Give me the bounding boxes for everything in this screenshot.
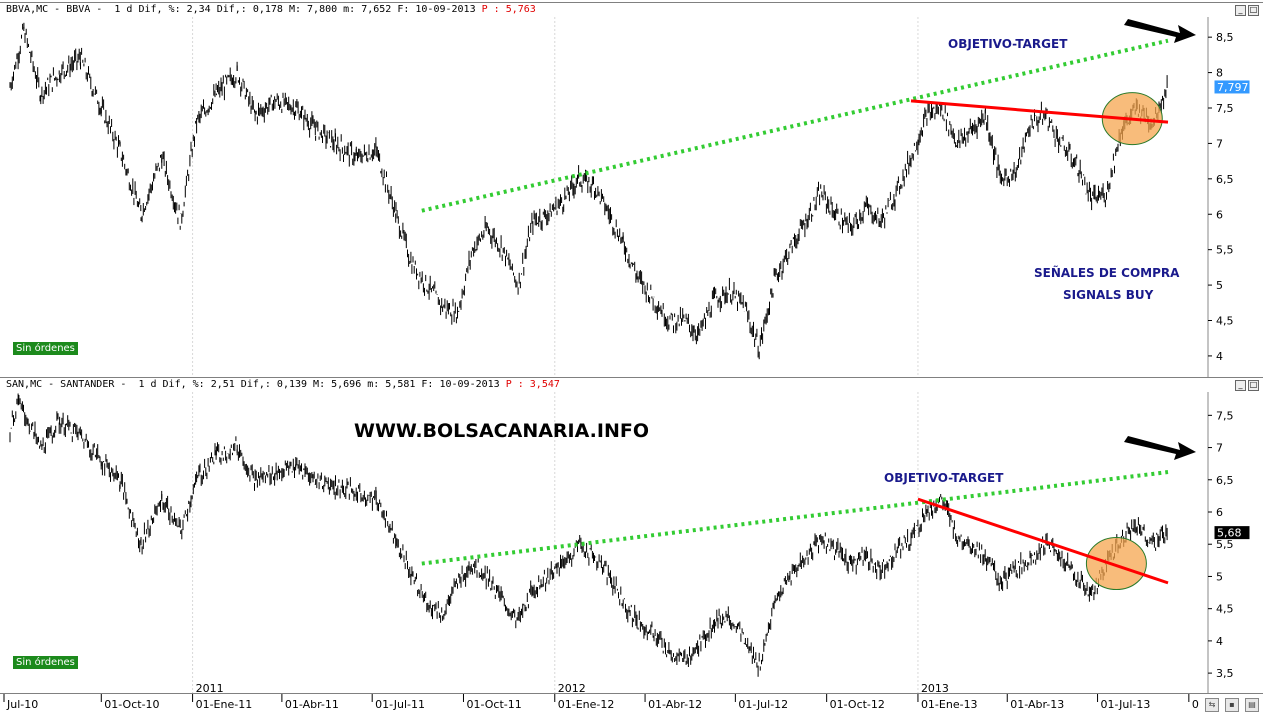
last-value-box xyxy=(1213,525,1251,541)
bbva-orders-badge: Sin órdenes xyxy=(13,342,78,355)
date-axis-svg: Jul-10 01-Oct-10 01-Ene-11 01-Abr-11 01-Jul-… xyxy=(3,682,1199,711)
x-tick-label: 01-Ene-12 xyxy=(558,698,615,711)
last-value-box xyxy=(1213,79,1251,95)
save-icon[interactable]: ▪ xyxy=(1225,698,1239,712)
bbva-chart[interactable]: 8,5 8 7,5 7 6,5 6 5,5 5 4,5 4 7,797 OBJETIVO-TARGET… xyxy=(0,3,1263,377)
y-tick-label: 7 xyxy=(1216,442,1223,455)
x-tick-label: 01-Oct-11 xyxy=(466,698,521,711)
scroll-icon[interactable]: ⇆ xyxy=(1205,698,1219,712)
trend-arrow-icon xyxy=(1124,436,1196,460)
year-label: 2013 xyxy=(921,682,949,695)
san-window-buttons: _ □ xyxy=(1235,380,1259,391)
san-pane[interactable]: SAN,MC - SANTANDER - 1 d Dif, %: 2,51 Di… xyxy=(0,377,1263,718)
year-label: 2012 xyxy=(558,682,586,695)
last-value-label: 5,68 xyxy=(1217,527,1242,540)
x-tick-label: 01-Jul-13 xyxy=(1101,698,1151,711)
target-trendline xyxy=(421,470,1169,566)
y-tick-label: 8,5 xyxy=(1216,31,1234,44)
y-tick-label: 7,5 xyxy=(1216,409,1234,422)
target-trendline xyxy=(421,38,1169,213)
x-tick-label: 01-Abr-12 xyxy=(648,698,702,711)
bbva-price-label: P : 5,763 xyxy=(481,4,536,15)
y-tick-label: 5 xyxy=(1216,279,1223,292)
bbva-header-text: BBVA,MC - BBVA - 1 d Dif, %: 2,34 Dif,: … xyxy=(6,4,482,15)
y-tick-label: 5 xyxy=(1216,570,1223,583)
x-tick-label: 01-Jul-11 xyxy=(375,698,425,711)
y-tick-label: 4 xyxy=(1216,635,1223,648)
y-tick-label: 6,5 xyxy=(1216,173,1234,186)
x-tick-label: 01-Ene-13 xyxy=(921,698,978,711)
print-icon[interactable]: ▤ xyxy=(1245,698,1259,712)
last-value-label: 7,797 xyxy=(1217,81,1249,94)
san-orders-badge: Sin órdenes xyxy=(13,656,78,669)
year-label: 2011 xyxy=(196,682,224,695)
x-tick-label: 01-Abr-13 xyxy=(1010,698,1064,711)
x-tick-label: 01-Oct-10 xyxy=(104,698,159,711)
maximize-icon[interactable]: □ xyxy=(1248,380,1259,391)
target-annotation: OBJETIVO-TARGET xyxy=(884,471,1004,485)
y-tick-label: 7,5 xyxy=(1216,102,1234,115)
y-tick-label: 4 xyxy=(1216,350,1223,363)
san-header: SAN,MC - SANTANDER - 1 d Dif, %: 2,51 Di… xyxy=(6,379,560,391)
x-tick-label: Jul-10 xyxy=(6,698,38,711)
y-tick-label: 4,5 xyxy=(1216,315,1234,328)
san-header-text: SAN,MC - SANTANDER - 1 d Dif, %: 2,51 Di… xyxy=(6,379,506,390)
chart-toolbar: ⇆ ▪ ▤ xyxy=(1205,698,1259,712)
resistance-trendline xyxy=(917,497,1169,585)
y-tick-label: 6 xyxy=(1216,208,1223,221)
san-price-label: P : 3,547 xyxy=(505,379,560,390)
website-watermark: WWW.BOLSACANARIA.INFO xyxy=(354,420,649,442)
maximize-icon[interactable]: □ xyxy=(1248,5,1259,16)
buy-signal-highlight xyxy=(1085,537,1147,591)
y-tick-label: 6,5 xyxy=(1216,474,1234,487)
buy-signals-annotation: SEÑALES DE COMPRA xyxy=(1034,265,1180,280)
san-chart[interactable]: 7,5 7 6,5 6 5,5 5 4,5 4 3,5 5,68 WWW.BOLSACANARIA.… xyxy=(0,378,1263,718)
trend-arrow-icon xyxy=(1124,19,1196,43)
y-tick-label: 5,5 xyxy=(1216,244,1234,257)
price-series xyxy=(9,393,1168,677)
resistance-trendline xyxy=(910,99,1169,124)
x-tick-label: 01-Ene-11 xyxy=(196,698,253,711)
buy-signals-annotation-en: SIGNALS BUY xyxy=(1063,288,1154,302)
target-annotation: OBJETIVO-TARGET xyxy=(948,37,1068,51)
x-tick-label: 01-Jul-12 xyxy=(738,698,788,711)
price-series xyxy=(9,22,1168,360)
y-tick-label: 3,5 xyxy=(1216,667,1234,680)
x-tick-label: 01-Abr-11 xyxy=(285,698,339,711)
date-axis: Jul-10 01-Oct-10 01-Ene-11 01-Abr-11 01-Jul-… xyxy=(0,682,1263,718)
bbva-pane[interactable]: BBVA,MC - BBVA - 1 d Dif, %: 2,34 Dif,: … xyxy=(0,2,1263,377)
y-tick-label: 4,5 xyxy=(1216,603,1234,616)
minimize-icon[interactable]: _ xyxy=(1235,380,1246,391)
y-tick-label: 6 xyxy=(1216,506,1223,519)
y-tick-label: 5,5 xyxy=(1216,538,1234,551)
x-tick-label: 01-Oct-12 xyxy=(830,698,885,711)
x-tick-label: 0 xyxy=(1192,698,1199,711)
bbva-header: BBVA,MC - BBVA - 1 d Dif, %: 2,34 Dif,: … xyxy=(6,4,536,16)
minimize-icon[interactable]: _ xyxy=(1235,5,1246,16)
y-tick-label: 8 xyxy=(1216,67,1223,80)
bbva-window-buttons: _ □ xyxy=(1235,5,1259,16)
y-tick-label: 7 xyxy=(1216,137,1223,150)
